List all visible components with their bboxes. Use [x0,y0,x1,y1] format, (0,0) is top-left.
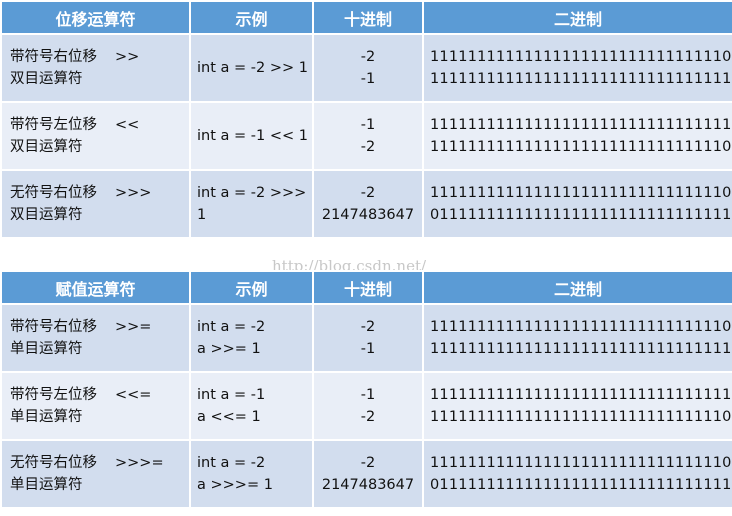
table-row: 带符号右位移 >>= 单目运算符 int a = -2 a >>= 1 -2 -1 11… [0,303,732,373]
cell-line: 11111111111111111111111111111110 [430,185,732,201]
cell-line: 11111111111111111111111111111110 [430,409,732,425]
cell-line: a <<= 1 [197,409,261,425]
operator-cell: 无符号右位移 >>> 双目运算符 [0,169,191,239]
cell-line: 11111111111111111111111111111111 [430,341,732,357]
example-cell: int a = -1 a <<= 1 [189,371,314,441]
operator-header: 位移运算符 [0,0,191,35]
operator-name: 带符号右位移 [10,49,97,65]
cell-line: -1 [360,71,376,87]
example-cell: int a = -2 a >>>= 1 [189,439,314,509]
binary-cell: 11111111111111111111111111111110 01111111… [422,169,732,239]
example-cell: int a = -2 >>> 1 [189,169,314,239]
operator-type: 双目运算符 [10,71,83,87]
cell-line: -2 [360,185,376,201]
table-row: 无符号右位移 >>> 双目运算符 int a = -2 >>> 1 -2 214748… [0,169,732,239]
cell-line: 01111111111111111111111111111111 [430,207,732,223]
table-row: 带符号左位移 << 双目运算符 int a = -1 << 1 -1 -2 11111… [0,101,732,171]
assignment-operators-table: 赋值运算符 示例 十进制 二进制 带符号右位移 >>= 单目运算符 int a = -2 a… [0,270,732,509]
operator-name: 带符号左位移 [10,387,97,403]
operator-cell: 带符号左位移 << 双目运算符 [0,101,191,171]
cell-line: -2 [360,139,376,155]
operator-name: 无符号右位移 [10,455,97,471]
table-row: 无符号右位移 >>>= 单目运算符 int a = -2 a >>>= 1 -2 214… [0,439,732,509]
cell-line: 11111111111111111111111111111110 [430,49,732,65]
cell-line: -2 [360,319,376,335]
table-row: 带符号左位移 <<= 单目运算符 int a = -1 a <<= 1 -1 -2 11… [0,371,732,441]
table-row: 带符号右位移 >> 双目运算符 int a = -2 >> 1 -2 -1 11111… [0,33,732,103]
operator-symbol: >>= [115,319,152,335]
decimal-cell: -2 -1 [312,33,424,103]
cell-line: 11111111111111111111111111111111 [430,387,732,403]
operator-type: 单目运算符 [10,341,83,357]
cell-line: int a = -2 [197,319,266,335]
decimal-cell: -1 -2 [312,371,424,441]
cell-line: 11111111111111111111111111111110 [430,319,732,335]
operator-type: 双目运算符 [10,139,83,155]
binary-cell: 11111111111111111111111111111110 01111111… [422,439,732,509]
decimal-cell: -2 2147483647 [312,439,424,509]
cell-line: int a = -1 << 1 [197,128,308,144]
bit-shift-operators-table: 位移运算符 示例 十进制 二进制 带符号右位移 >> 双目运算符 int a = -2 >… [0,0,732,239]
operator-name: 带符号右位移 [10,319,97,335]
operator-symbol: >> [115,49,140,65]
cell-line: 2147483647 [321,477,415,493]
example-header: 示例 [189,270,314,305]
binary-header: 二进制 [422,0,732,35]
cell-line: 11111111111111111111111111111110 [430,139,732,155]
binary-cell: 11111111111111111111111111111110 11111111… [422,33,732,103]
cell-line: 01111111111111111111111111111111 [430,477,732,493]
operator-cell: 带符号左位移 <<= 单目运算符 [0,371,191,441]
operator-type: 单目运算符 [10,409,83,425]
operator-symbol: <<= [115,387,152,403]
cell-line: a >>= 1 [197,341,261,357]
cell-line: -1 [360,341,376,357]
decimal-cell: -2 2147483647 [312,169,424,239]
cell-line: -2 [360,49,376,65]
example-cell: int a = -2 a >>= 1 [189,303,314,373]
example-cell: int a = -2 >> 1 [189,33,314,103]
binary-header: 二进制 [422,270,732,305]
example-header: 示例 [189,0,314,35]
cell-line: a >>>= 1 [197,477,273,493]
operator-header: 赋值运算符 [0,270,191,305]
header-row: 位移运算符 示例 十进制 二进制 [0,0,732,35]
operator-symbol: >>> [115,185,152,201]
decimal-header: 十进制 [312,270,424,305]
cell-line: int a = -1 [197,387,266,403]
operator-cell: 带符号右位移 >>= 单目运算符 [0,303,191,373]
cell-line: -1 [360,117,376,133]
operator-cell: 带符号右位移 >> 双目运算符 [0,33,191,103]
cell-line: int a = -2 >> 1 [197,60,308,76]
cell-line: 11111111111111111111111111111111 [430,71,732,87]
operator-name: 无符号右位移 [10,185,97,201]
decimal-cell: -1 -2 [312,101,424,171]
decimal-header: 十进制 [312,0,424,35]
header-row: 赋值运算符 示例 十进制 二进制 [0,270,732,305]
cell-line: 2147483647 [321,207,415,223]
operator-symbol: >>>= [115,455,164,471]
operator-type: 单目运算符 [10,477,83,493]
cell-line: -2 [360,409,376,425]
cell-line: int a = -2 >>> 1 [197,185,307,223]
binary-cell: 11111111111111111111111111111110 11111111… [422,303,732,373]
cell-line: 11111111111111111111111111111111 [430,117,732,133]
cell-line: -1 [360,387,376,403]
example-cell: int a = -1 << 1 [189,101,314,171]
binary-cell: 11111111111111111111111111111111 11111111… [422,101,732,171]
cell-line: -2 [360,455,376,471]
operator-type: 双目运算符 [10,207,83,223]
binary-cell: 11111111111111111111111111111111 11111111… [422,371,732,441]
cell-line: 11111111111111111111111111111110 [430,455,732,471]
operator-name: 带符号左位移 [10,117,97,133]
operator-symbol: << [115,117,140,133]
operator-cell: 无符号右位移 >>>= 单目运算符 [0,439,191,509]
cell-line: int a = -2 [197,455,266,471]
decimal-cell: -2 -1 [312,303,424,373]
